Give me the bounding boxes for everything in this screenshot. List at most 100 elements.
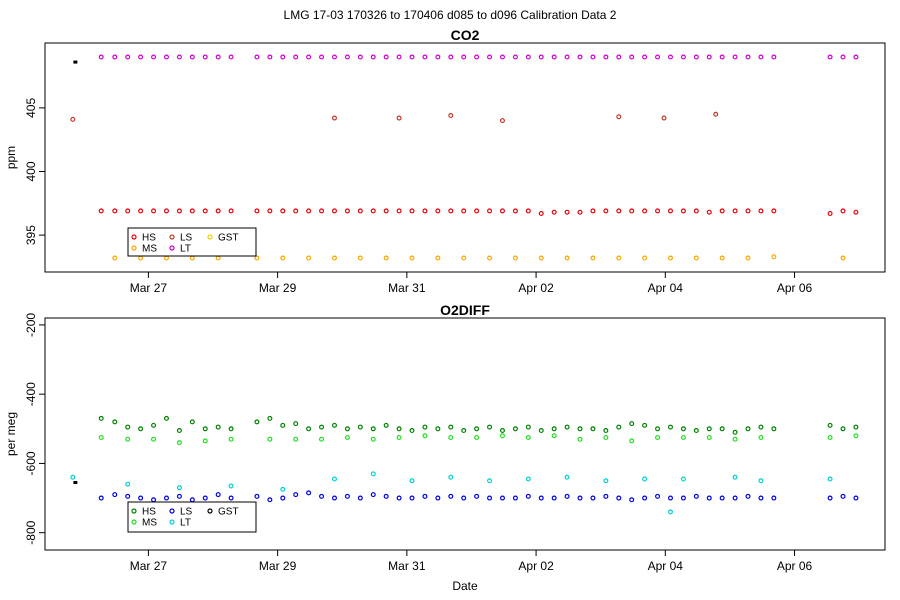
data-point (603, 478, 609, 484)
data-point (853, 54, 859, 60)
data-point (306, 426, 312, 432)
data-point (422, 433, 428, 439)
legend-symbol (207, 508, 213, 514)
data-point (577, 495, 583, 501)
data-point (538, 495, 544, 501)
data-point (538, 255, 544, 261)
x-tick-label: Mar 29 (259, 281, 297, 295)
plot-frame (44, 42, 886, 273)
data-point (344, 426, 350, 432)
data-point (667, 54, 673, 60)
data-point (706, 426, 712, 432)
data-point (319, 208, 325, 214)
data-point (202, 54, 208, 60)
data-point (280, 486, 286, 492)
data-point (319, 436, 325, 442)
data-point (629, 208, 635, 214)
data-point (771, 254, 777, 260)
data-point (512, 495, 518, 501)
data-point (840, 493, 846, 499)
data-point (603, 208, 609, 214)
data-point (474, 208, 480, 214)
data-point (499, 208, 505, 214)
legend-entry: HS (142, 233, 156, 244)
data-point (680, 208, 686, 214)
series-gst (73, 60, 78, 64)
data-point (827, 54, 833, 60)
data-point (525, 476, 531, 482)
y-tick-label: -400 (24, 382, 38, 406)
data-point (383, 255, 389, 261)
data-point (202, 208, 208, 214)
data-point (254, 208, 260, 214)
data-point (409, 495, 415, 501)
data-point (176, 428, 182, 434)
data-point (228, 54, 234, 60)
legend-entry: MS (142, 518, 157, 529)
x-tick-label: Apr 02 (518, 281, 554, 295)
data-point (422, 424, 428, 430)
data-point (163, 415, 169, 421)
data-point (357, 495, 363, 501)
legend-entry: GST (218, 233, 239, 244)
data-point (512, 54, 518, 60)
data-point (667, 509, 673, 515)
data-point (667, 255, 673, 261)
data-point (435, 495, 441, 501)
data-point (629, 497, 635, 503)
data-point (732, 436, 738, 442)
data-point (228, 208, 234, 214)
data-point (112, 492, 118, 498)
data-point (280, 495, 286, 501)
data-point (331, 476, 337, 482)
data-point (732, 54, 738, 60)
x-tick-label: Mar 31 (388, 281, 426, 295)
data-point (564, 474, 570, 480)
data-point (642, 422, 648, 428)
data-point (98, 54, 104, 60)
data-point (176, 54, 182, 60)
data-point (603, 54, 609, 60)
series-lt (98, 54, 859, 60)
legend-symbol (169, 508, 175, 514)
data-point (719, 426, 725, 432)
data-point (370, 436, 376, 442)
y-tick-label: 395 (24, 225, 38, 245)
legend-symbol (169, 234, 175, 240)
data-point (642, 54, 648, 60)
data-point (655, 434, 661, 440)
legend-entry: LT (180, 518, 191, 529)
data-point (693, 54, 699, 60)
data-point (551, 433, 557, 439)
panel-title: O2DIFF (440, 302, 490, 318)
x-tick-label: Mar 31 (388, 559, 426, 573)
legend-box (127, 227, 257, 257)
data-point (512, 255, 518, 261)
data-point (706, 54, 712, 60)
data-point (151, 436, 157, 442)
data-point (435, 208, 441, 214)
data-point (577, 209, 583, 215)
data-point (758, 424, 764, 430)
data-point (112, 54, 118, 60)
data-point (827, 495, 833, 501)
data-point (202, 495, 208, 501)
data-point (693, 255, 699, 261)
data-point (590, 426, 596, 432)
co2-panel: CO2 Mar 27 Mar 29 Mar 31 Apr 02 Apr 04 Apr 06 3… (4, 27, 886, 295)
data-point (758, 208, 764, 214)
series-ls (70, 111, 719, 124)
data-point (163, 208, 169, 214)
data-point (383, 422, 389, 428)
panel-title: CO2 (451, 27, 480, 43)
data-point (693, 493, 699, 499)
data-point (655, 426, 661, 432)
data-point (370, 54, 376, 60)
data-point (409, 54, 415, 60)
data-point (474, 493, 480, 499)
data-point (461, 54, 467, 60)
data-point (853, 424, 859, 430)
data-point (125, 54, 131, 60)
data-point (474, 434, 480, 440)
data-point (396, 208, 402, 214)
